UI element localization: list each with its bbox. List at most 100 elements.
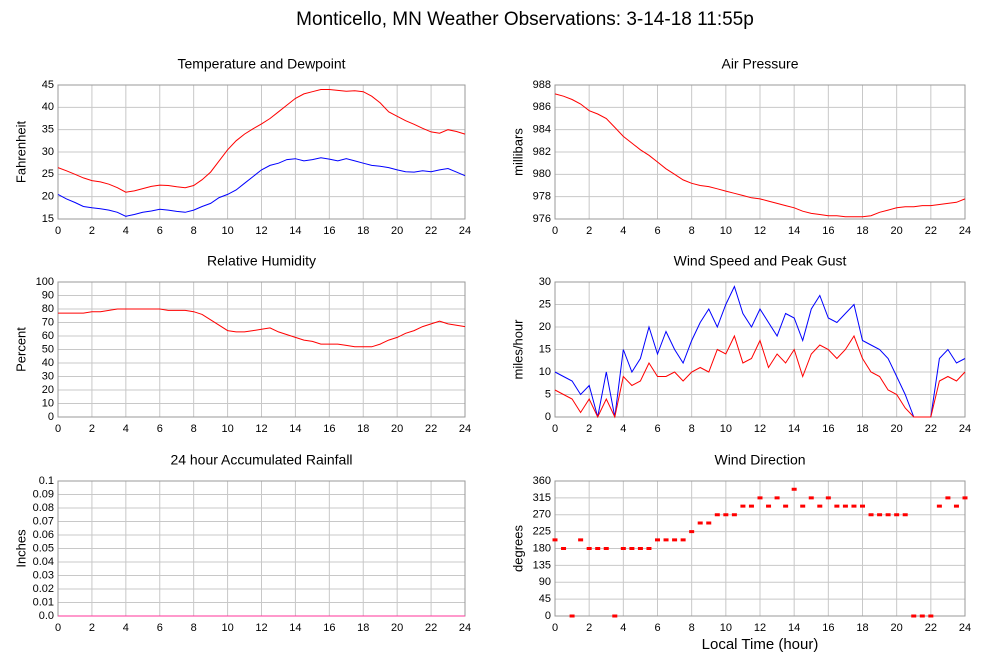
scatter-point [740, 504, 746, 508]
x-tick-label: 0 [55, 423, 61, 435]
y-tick-label: 0.07 [33, 515, 54, 527]
x-tick-label: 8 [191, 423, 197, 435]
scatter-point [620, 547, 626, 550]
scatter-point [595, 547, 601, 550]
x-tick-label: 6 [654, 622, 660, 634]
x-tick-label: 6 [654, 225, 660, 237]
scatter-point [680, 538, 686, 542]
scatter-point [919, 614, 925, 618]
y-tick-label: 15 [42, 213, 54, 225]
scatter-point [748, 504, 754, 508]
x-tick-label: 2 [89, 225, 95, 237]
x-tick-label: 8 [689, 225, 695, 237]
y-tick-label: 50 [42, 343, 54, 355]
y-tick-label: 20 [42, 384, 54, 396]
x-tick-label: 2 [586, 423, 592, 435]
series-line [554, 285, 966, 418]
x-tick-label: 22 [425, 225, 437, 237]
scatter-point [800, 504, 806, 508]
x-tick-label: 16 [323, 225, 335, 237]
scatter-point [911, 614, 917, 618]
y-tick-label: 0 [48, 411, 54, 423]
y-tick-label: 225 [533, 526, 551, 538]
scatter-point [757, 496, 763, 500]
x-tick-label: 20 [391, 225, 403, 237]
y-tick-label: 15 [539, 343, 551, 355]
x-tick-label: 10 [720, 225, 732, 237]
scatter-point [860, 504, 865, 508]
y-axis-label: millibars [510, 128, 525, 176]
x-tick-label: 10 [720, 622, 732, 634]
y-tick-label: 986 [533, 101, 551, 113]
y-axis-label: miles/hour [510, 319, 525, 380]
x-tick-label: 10 [221, 622, 233, 634]
y-tick-label: 0.02 [33, 583, 54, 595]
scatter-point [603, 547, 609, 550]
x-tick-label: 18 [856, 622, 868, 634]
y-tick-label: 25 [42, 168, 54, 180]
x-tick-label: 12 [255, 225, 267, 237]
x-tick-label: 24 [459, 225, 471, 237]
x-tick-label: 16 [822, 423, 834, 435]
scatter-point [825, 496, 831, 500]
y-tick-label: 60 [42, 330, 54, 342]
scatter-point [868, 513, 874, 517]
scatter-point [663, 538, 669, 542]
y-axis-label: Fahrenheit [13, 121, 28, 184]
scatter-point [697, 521, 703, 525]
x-tick-label: 8 [689, 622, 695, 634]
x-tick-label: 14 [289, 423, 301, 435]
x-tick-label: 20 [391, 622, 403, 634]
x-tick-label: 16 [822, 622, 834, 634]
scatter-point [783, 504, 789, 508]
y-tick-label: 90 [539, 576, 551, 588]
scatter-point [877, 513, 883, 517]
scatter-point [936, 504, 942, 508]
x-tick-label: 18 [856, 423, 868, 435]
scatter-point [706, 521, 712, 525]
page-title: Monticello, MN Weather Observations: 3-1… [296, 9, 754, 30]
plot-frame [57, 281, 466, 418]
scatter-point [655, 538, 660, 542]
y-tick-label: 20 [42, 191, 54, 203]
scatter-point [885, 513, 891, 517]
scatter-point [928, 614, 934, 618]
scatter-point [817, 504, 823, 508]
x-tick-label: 12 [754, 423, 766, 435]
y-tick-label: 0.0 [39, 610, 54, 622]
chart-title: Wind Direction [714, 452, 805, 468]
scatter-point [953, 504, 959, 508]
y-tick-label: 976 [533, 213, 551, 225]
x-tick-label: 0 [552, 225, 558, 237]
series-line [554, 93, 966, 218]
y-tick-label: 980 [533, 168, 551, 180]
y-tick-label: 45 [539, 593, 551, 605]
series-line [554, 334, 966, 419]
x-tick-label: 6 [654, 423, 660, 435]
y-tick-label: 70 [42, 316, 54, 328]
y-axis-label: Inches [13, 529, 28, 568]
x-tick-label: 18 [357, 622, 369, 634]
x-axis-label: Local Time (hour) [702, 636, 819, 653]
x-tick-label: 0 [552, 423, 558, 435]
y-tick-label: 0.05 [33, 542, 54, 554]
y-tick-label: 20 [539, 321, 551, 333]
x-tick-label: 6 [157, 225, 163, 237]
x-tick-label: 20 [891, 225, 903, 237]
x-tick-label: 22 [425, 622, 437, 634]
scatter-point [637, 547, 643, 550]
scatter-point [766, 504, 772, 508]
y-tick-label: 5 [545, 388, 551, 400]
x-tick-label: 8 [689, 423, 695, 435]
x-tick-label: 0 [55, 225, 61, 237]
x-tick-label: 4 [123, 622, 129, 634]
series-line [57, 89, 466, 193]
y-tick-label: 45 [42, 79, 54, 91]
x-tick-label: 22 [925, 622, 937, 634]
series-line [58, 308, 466, 348]
y-tick-label: 315 [533, 492, 551, 504]
x-tick-label: 16 [323, 423, 335, 435]
chart-title: Wind Speed and Peak Gust [674, 253, 847, 269]
chart-title: Air Pressure [721, 56, 798, 72]
x-tick-label: 22 [925, 423, 937, 435]
